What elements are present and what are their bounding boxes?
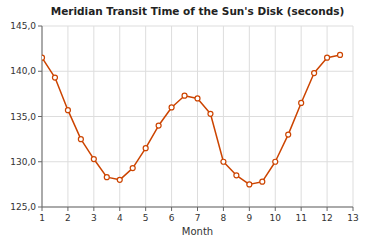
point [286, 132, 291, 137]
point [247, 182, 252, 187]
point [65, 108, 70, 113]
point [182, 93, 187, 98]
point [91, 157, 96, 162]
tick-x [145, 207, 146, 211]
point [195, 96, 200, 101]
point [325, 55, 330, 60]
tick-x [301, 207, 302, 211]
title: Meridian Transit Time of the Sun's Disk … [51, 5, 345, 17]
point [234, 173, 239, 178]
tick-label-x: 10 [270, 213, 282, 223]
grid-line-y [42, 161, 353, 162]
tick-label-y: 145,0 [10, 21, 36, 31]
axis-x [42, 207, 353, 208]
tick-y [38, 161, 42, 162]
tick-label-x: 8 [221, 213, 227, 223]
grid-line-y [42, 26, 353, 27]
tick-x [353, 207, 354, 211]
tick-x [249, 207, 250, 211]
grid-line-y [42, 116, 353, 117]
point [169, 105, 174, 110]
tick-x [327, 207, 328, 211]
point [104, 175, 109, 180]
tick-y [38, 207, 42, 208]
grid-line-x [42, 26, 43, 207]
tick-label-x: 9 [246, 213, 252, 223]
axes: 12345678910111213125,0130,0135,0140,0145… [10, 21, 358, 223]
point [130, 166, 135, 171]
tick-label-x: 7 [195, 213, 201, 223]
grid-line-y [42, 207, 353, 208]
tick-x [275, 207, 276, 211]
tick-label-x: 11 [295, 213, 306, 223]
tick-label-x: 13 [347, 213, 358, 223]
series [42, 52, 343, 186]
tick-x [223, 207, 224, 211]
tick-label-x: 3 [91, 213, 97, 223]
tick-y [38, 71, 42, 72]
tick-label-x: 6 [169, 213, 175, 223]
grid-line-y [42, 71, 353, 72]
axis-y [42, 26, 43, 207]
point [208, 111, 213, 116]
point [117, 177, 122, 182]
tick-label-x: 12 [321, 213, 332, 223]
point [156, 123, 161, 128]
tick-label-x: 5 [143, 213, 149, 223]
point [312, 71, 317, 76]
point [273, 159, 278, 164]
grid [42, 26, 353, 207]
tick-label-y: 130,0 [10, 157, 36, 167]
point [52, 75, 57, 80]
tick-label-y: 140,0 [10, 66, 36, 76]
tick-label-x: 1 [39, 213, 45, 223]
chart: 12345678910111213125,0130,0135,0140,0145… [0, 0, 367, 241]
tick-label-y: 135,0 [10, 112, 36, 122]
tick-x [67, 207, 68, 211]
point [143, 146, 148, 151]
point [78, 137, 83, 142]
tick-x [171, 207, 172, 211]
point [221, 159, 226, 164]
point [299, 100, 304, 105]
tick-x [42, 207, 43, 211]
tick-label-y: 125,0 [10, 202, 36, 212]
x-axis-label: Month [182, 226, 213, 237]
tick-label-x: 2 [65, 213, 71, 223]
tick-x [93, 207, 94, 211]
point [338, 52, 343, 57]
tick-y [38, 26, 42, 27]
point [42, 55, 45, 60]
tick-x [197, 207, 198, 211]
line [42, 55, 340, 184]
point [260, 179, 265, 184]
tick-x [119, 207, 120, 211]
tick-y [38, 116, 42, 117]
tick-label-x: 4 [117, 213, 123, 223]
